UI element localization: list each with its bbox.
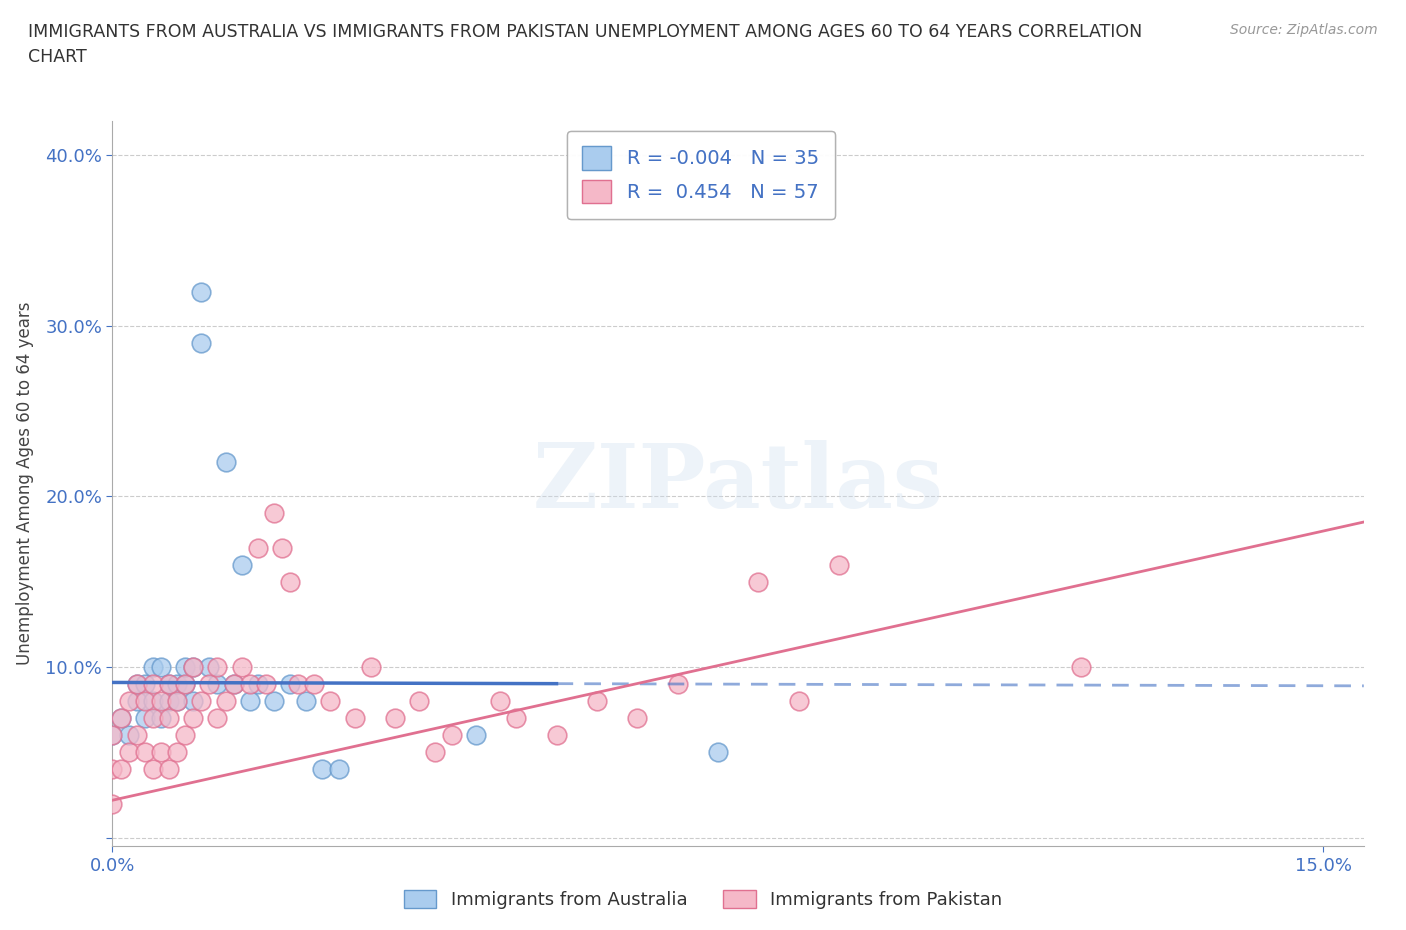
Point	[181, 694, 204, 709]
Point	[134, 711, 156, 725]
Point	[198, 659, 221, 674]
Point	[246, 540, 269, 555]
Legend: Immigrants from Australia, Immigrants from Pakistan: Immigrants from Australia, Immigrants fr…	[396, 883, 1010, 916]
Point	[166, 745, 188, 760]
Point	[166, 694, 188, 709]
Point	[586, 694, 609, 709]
Point	[464, 728, 486, 743]
Point	[142, 711, 165, 725]
Point	[360, 659, 382, 674]
Point	[319, 694, 342, 709]
Point	[117, 694, 139, 709]
Point	[231, 557, 253, 572]
Point	[239, 677, 262, 692]
Point	[149, 659, 172, 674]
Point	[134, 694, 156, 709]
Point	[142, 694, 165, 709]
Point	[311, 762, 333, 777]
Point	[787, 694, 810, 709]
Point	[125, 728, 148, 743]
Point	[546, 728, 568, 743]
Point	[231, 659, 253, 674]
Point	[254, 677, 277, 692]
Point	[157, 694, 180, 709]
Point	[142, 659, 165, 674]
Point	[101, 762, 124, 777]
Point	[101, 728, 124, 743]
Point	[295, 694, 318, 709]
Point	[384, 711, 406, 725]
Point	[166, 694, 188, 709]
Point	[425, 745, 447, 760]
Point	[222, 677, 245, 692]
Point	[166, 677, 188, 692]
Point	[190, 694, 212, 709]
Point	[110, 711, 132, 725]
Point	[328, 762, 350, 777]
Point	[181, 659, 204, 674]
Point	[190, 285, 212, 299]
Text: IMMIGRANTS FROM AUSTRALIA VS IMMIGRANTS FROM PAKISTAN UNEMPLOYMENT AMONG AGES 60: IMMIGRANTS FROM AUSTRALIA VS IMMIGRANTS …	[28, 23, 1142, 66]
Point	[157, 677, 180, 692]
Point	[707, 745, 730, 760]
Point	[149, 694, 172, 709]
Point	[626, 711, 648, 725]
Point	[125, 694, 148, 709]
Point	[181, 659, 204, 674]
Point	[214, 694, 236, 709]
Point	[157, 711, 180, 725]
Point	[214, 455, 236, 470]
Point	[207, 711, 229, 725]
Point	[134, 677, 156, 692]
Point	[278, 677, 301, 692]
Point	[343, 711, 366, 725]
Point	[174, 659, 197, 674]
Point	[157, 677, 180, 692]
Text: Source: ZipAtlas.com: Source: ZipAtlas.com	[1230, 23, 1378, 37]
Point	[271, 540, 294, 555]
Point	[408, 694, 430, 709]
Point	[149, 711, 172, 725]
Point	[304, 677, 326, 692]
Point	[828, 557, 851, 572]
Point	[134, 745, 156, 760]
Point	[181, 711, 204, 725]
Point	[263, 506, 285, 521]
Point	[505, 711, 527, 725]
Point	[174, 677, 197, 692]
Point	[190, 336, 212, 351]
Point	[110, 762, 132, 777]
Point	[101, 796, 124, 811]
Point	[489, 694, 512, 709]
Legend: R = -0.004   N = 35, R =  0.454   N = 57: R = -0.004 N = 35, R = 0.454 N = 57	[567, 130, 835, 219]
Point	[207, 677, 229, 692]
Point	[666, 677, 689, 692]
Point	[157, 762, 180, 777]
Point	[142, 677, 165, 692]
Point	[174, 677, 197, 692]
Point	[278, 575, 301, 590]
Point	[117, 745, 139, 760]
Point	[198, 677, 221, 692]
Text: ZIPatlas: ZIPatlas	[533, 440, 943, 527]
Point	[263, 694, 285, 709]
Point	[110, 711, 132, 725]
Point	[747, 575, 769, 590]
Point	[239, 694, 262, 709]
Point	[125, 677, 148, 692]
Point	[246, 677, 269, 692]
Point	[142, 762, 165, 777]
Point	[174, 728, 197, 743]
Point	[222, 677, 245, 692]
Point	[117, 728, 139, 743]
Point	[440, 728, 463, 743]
Point	[125, 677, 148, 692]
Point	[101, 728, 124, 743]
Point	[149, 745, 172, 760]
Point	[287, 677, 309, 692]
Point	[207, 659, 229, 674]
Y-axis label: Unemployment Among Ages 60 to 64 years: Unemployment Among Ages 60 to 64 years	[15, 302, 34, 665]
Point	[1070, 659, 1092, 674]
